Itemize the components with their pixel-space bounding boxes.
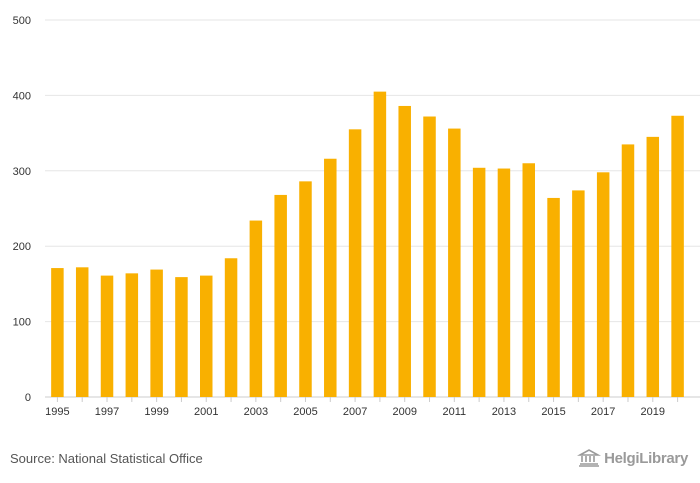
bar-1999 (150, 269, 163, 397)
x-tick-label: 1999 (144, 406, 168, 418)
bar-2001 (200, 275, 213, 397)
bar-2000 (175, 277, 188, 397)
bar-2006 (324, 158, 337, 397)
bar-2002 (224, 258, 238, 397)
y-tick-label: 200 (13, 241, 31, 253)
bar-2011 (448, 128, 461, 398)
helgilibrary-logo: HelgiLibrary (577, 449, 688, 467)
x-tick-label: 2013 (492, 406, 516, 418)
x-tick-label: 1995 (45, 406, 69, 418)
x-tick-label: 2019 (641, 406, 665, 418)
bar-2007 (348, 129, 362, 397)
x-tick-label: 1997 (95, 406, 119, 418)
x-tick-label: 2007 (343, 406, 367, 418)
bar-2013 (497, 168, 511, 397)
bar-1996 (75, 267, 89, 397)
x-tick-label: 2017 (591, 406, 615, 418)
bar-2014 (522, 163, 535, 397)
bar-2003 (249, 220, 263, 397)
bar-2016 (572, 190, 585, 397)
x-tick-label: 2001 (194, 406, 218, 418)
bar-2009 (398, 105, 411, 398)
bar-2008 (373, 91, 387, 397)
library-building-icon (577, 449, 602, 467)
y-tick-label: 400 (13, 90, 31, 102)
y-tick-label: 300 (13, 166, 31, 178)
y-tick-label: 500 (13, 15, 31, 27)
bar-1998 (125, 273, 139, 397)
bar-1997 (100, 275, 114, 397)
bar-2019 (646, 136, 660, 397)
logo-text: HelgiLibrary (604, 449, 688, 467)
source-note: Source: National Statistical Office (10, 451, 203, 466)
bar-2010 (423, 116, 436, 398)
bar-2020 (671, 115, 684, 398)
x-tick-label: 2003 (244, 406, 268, 418)
bar-2004 (274, 194, 287, 397)
x-tick-label: 2011 (442, 406, 466, 418)
bar-2015 (547, 197, 560, 397)
x-tick-label: 2015 (541, 406, 565, 418)
x-tick-label: 2005 (293, 406, 317, 418)
y-tick-label: 0 (25, 392, 31, 404)
bar-chart: 0 100 200 300 400 500 1995 1997 1999 2001 2003 2005… (13, 15, 700, 418)
bar-1995 (51, 268, 64, 397)
y-tick-label: 100 (13, 317, 31, 329)
bar-2018 (621, 144, 635, 397)
bar-2005 (299, 181, 312, 397)
bar-2012 (472, 167, 486, 397)
bar-2017 (596, 172, 610, 397)
x-tick-label: 2009 (392, 406, 416, 418)
